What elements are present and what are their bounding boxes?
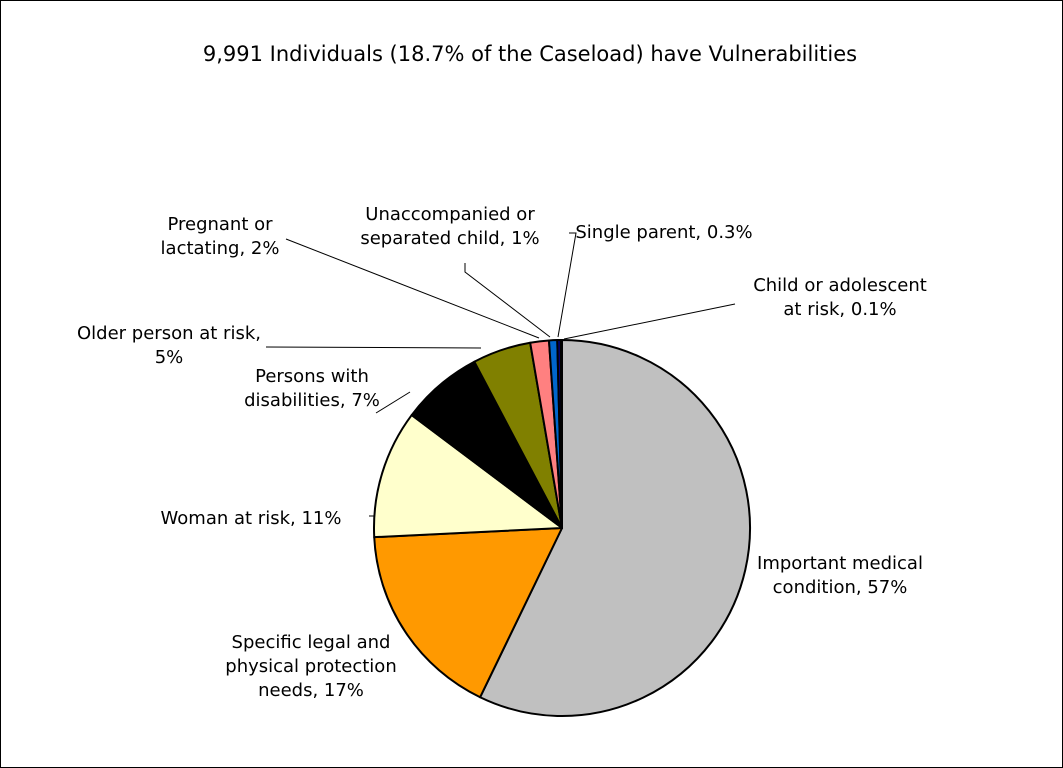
chart-title: 9,991 Individuals (18.7% of the Caseload… xyxy=(203,42,857,66)
pie-slice-specific-legal-and-physical-protection-needs xyxy=(373,527,563,699)
slice-label-pregnant-or-lactating: Pregnant or lactating, 2% xyxy=(161,214,280,259)
pie-slice-woman-at-risk xyxy=(373,414,563,539)
slice-label-line: needs, 17% xyxy=(258,680,364,701)
slice-label-persons-with-disabilities: Persons with disabilities, 7% xyxy=(244,366,380,411)
slice-label-important-medical-condition: Important medical condition, 57% xyxy=(757,553,923,598)
slice-label-line: Child or adolescent xyxy=(753,275,927,296)
slice-label-line: Single parent, 0.3% xyxy=(575,222,752,243)
slice-label-line: Important medical xyxy=(757,553,923,574)
pie-slice-important-medical-condition xyxy=(479,339,751,717)
pie-slice-child-or-adolescent-at-risk xyxy=(559,338,563,529)
slice-label-single-parent: Single parent, 0.3% xyxy=(575,222,752,243)
slice-label-line: Persons with xyxy=(255,366,369,387)
slice-label-line: Unaccompanied or xyxy=(365,204,535,225)
slice-labels: Important medical condition, 57% Specific … xyxy=(77,204,927,701)
slice-label-line: condition, 57% xyxy=(773,577,908,598)
slice-label-woman-at-risk: Woman at risk, 11% xyxy=(161,508,342,529)
leader-line-child-or-adolescent-at-risk xyxy=(563,303,736,340)
pie-slices xyxy=(373,338,751,717)
slice-label-unaccompanied-or-separated-child: Unaccompanied or separated child, 1% xyxy=(360,204,539,249)
slice-label-line: disabilities, 7% xyxy=(244,390,380,411)
slice-label-line: separated child, 1% xyxy=(360,228,539,249)
slice-label-older-person-at-risk: Older person at risk, 5% xyxy=(77,323,261,368)
slice-label-specific-legal-and-physical-protection-needs: Specific legal and physical protection nee… xyxy=(225,632,396,701)
slice-label-line: Specific legal and xyxy=(232,632,391,653)
leader-line-unaccompanied-or-separated-child xyxy=(464,263,551,338)
slice-label-line: at risk, 0.1% xyxy=(783,299,896,320)
slice-label-line: Woman at risk, 11% xyxy=(161,508,342,529)
leader-line-pregnant-or-lactating xyxy=(285,238,540,339)
slice-label-line: lactating, 2% xyxy=(161,238,280,259)
slice-label-line: physical protection xyxy=(225,656,396,677)
leader-line-persons-with-disabilities xyxy=(375,391,411,414)
leader-line-single-parent xyxy=(557,232,577,338)
leader-lines xyxy=(265,232,736,517)
leader-line-older-person-at-risk xyxy=(265,346,482,349)
slice-label-line: Older person at risk, xyxy=(77,323,261,344)
slice-label-line: 5% xyxy=(155,347,184,368)
slice-label-line: Pregnant or xyxy=(167,214,273,235)
slice-label-child-or-adolescent-at-risk: Child or adolescent at risk, 0.1% xyxy=(753,275,927,320)
